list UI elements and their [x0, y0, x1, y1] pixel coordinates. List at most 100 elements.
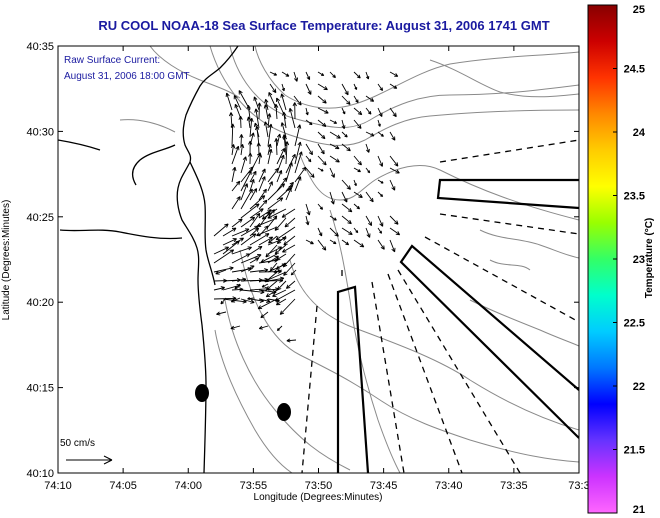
- current-vector: [305, 83, 312, 95]
- current-vector: [213, 266, 234, 273]
- current-vector: [225, 92, 233, 111]
- current-vector: [317, 143, 325, 155]
- current-vector: [317, 167, 324, 172]
- current-vector: [353, 155, 362, 166]
- current-vector: [286, 338, 297, 343]
- current-vector: [341, 215, 352, 225]
- current-vector: [231, 166, 237, 183]
- current-vector: [365, 71, 370, 80]
- current-vector: [274, 244, 287, 255]
- colorbar-tick-label: 24: [633, 127, 646, 139]
- beam-dashed-line: [424, 236, 579, 323]
- current-vector: [267, 143, 272, 156]
- scale-arrow: [66, 455, 113, 465]
- current-vector: [365, 215, 373, 226]
- current-vector: [267, 246, 283, 255]
- contour-line: [209, 46, 579, 146]
- current-vector: [389, 239, 396, 253]
- y-axis-ticks: 40:35 40:30 40:25 40:20 40:15 40:10: [26, 41, 579, 480]
- current-vector: [377, 83, 384, 91]
- colorbar-tick-label: 22: [633, 381, 645, 393]
- current-vector: [377, 191, 384, 198]
- current-vector: [294, 176, 302, 192]
- current-vector: [276, 147, 285, 165]
- current-vector: [269, 83, 277, 94]
- current-vector: [294, 124, 302, 147]
- x-tick-label: 73:3: [568, 480, 589, 492]
- current-vector: [231, 145, 240, 165]
- current-vector: [249, 170, 257, 183]
- current-vector: [273, 103, 279, 120]
- current-vector: [234, 283, 241, 290]
- coastline-path: [131, 144, 176, 186]
- current-vector: [389, 167, 400, 174]
- current-vector: [240, 188, 253, 210]
- current-vector: [365, 95, 375, 102]
- current-vector: [305, 203, 311, 216]
- current-vector: [264, 98, 269, 111]
- y-tick-label: 40:10: [26, 468, 54, 480]
- current-vector: [240, 253, 262, 264]
- x-tick-label: 73:50: [305, 480, 333, 492]
- coastline-path: [58, 139, 101, 151]
- current-vector: [288, 107, 296, 129]
- current-vector: [353, 239, 365, 248]
- coastline-path: [176, 46, 239, 473]
- current-vector: [256, 226, 278, 237]
- colorbar-tick-label: 21.5: [624, 445, 645, 457]
- y-tick-label: 40:35: [26, 41, 54, 53]
- current-vector: [389, 179, 396, 191]
- current-vector: [365, 227, 371, 238]
- current-vector: [341, 119, 346, 130]
- current-vector: [329, 167, 335, 178]
- current-vector: [275, 298, 287, 306]
- current-vector: [231, 218, 243, 228]
- contour-line: [299, 154, 579, 221]
- current-vector: [305, 239, 314, 245]
- current-vector: [294, 166, 307, 183]
- current-vector: [293, 95, 302, 106]
- current-vector: [231, 246, 252, 255]
- current-vector: [233, 94, 242, 111]
- current-vector: [258, 298, 271, 303]
- current-vector: [341, 131, 348, 138]
- current-vector: [267, 183, 286, 201]
- current-vector: [246, 116, 251, 129]
- current-vector: [267, 236, 287, 246]
- current-vector: [240, 216, 256, 228]
- current-vector: [341, 239, 350, 246]
- current-vector: [249, 233, 270, 246]
- current-vector: [341, 95, 351, 105]
- current-vector: [249, 208, 264, 219]
- current-vector: [341, 83, 349, 96]
- current-vector: [267, 255, 279, 264]
- colorbar-tick-label: 21: [633, 504, 645, 516]
- x-axis-ticks: 74:10 74:05 74:00 73:55 73:50 73:45 73:40 73:35…: [44, 46, 590, 492]
- current-vector: [258, 176, 266, 192]
- current-vector: [268, 92, 278, 111]
- current-vector: [377, 227, 383, 234]
- current-vector: [240, 170, 252, 192]
- current-vector: [231, 228, 250, 237]
- current-vector: [329, 239, 337, 245]
- x-tick-label: 73:55: [240, 480, 268, 492]
- current-vector: [267, 209, 275, 219]
- current-vector: [285, 162, 293, 183]
- colorbar: [588, 5, 617, 513]
- current-vector: [377, 155, 384, 167]
- current-vector: [341, 191, 348, 203]
- current-vector: [240, 166, 254, 183]
- current-vector: [240, 233, 257, 246]
- y-tick-label: 40:15: [26, 383, 54, 395]
- current-vector: [329, 131, 341, 139]
- annotation-line-1: Raw Surface Current:: [64, 55, 160, 66]
- current-vector: [305, 107, 309, 116]
- current-vector: [341, 227, 353, 236]
- contour-line: [289, 259, 579, 431]
- current-vector: [275, 226, 296, 241]
- current-vector: [249, 195, 266, 210]
- current-vector: [389, 83, 398, 89]
- current-vector: [276, 325, 283, 332]
- current-vector: [329, 215, 337, 221]
- current-vector: [247, 297, 255, 301]
